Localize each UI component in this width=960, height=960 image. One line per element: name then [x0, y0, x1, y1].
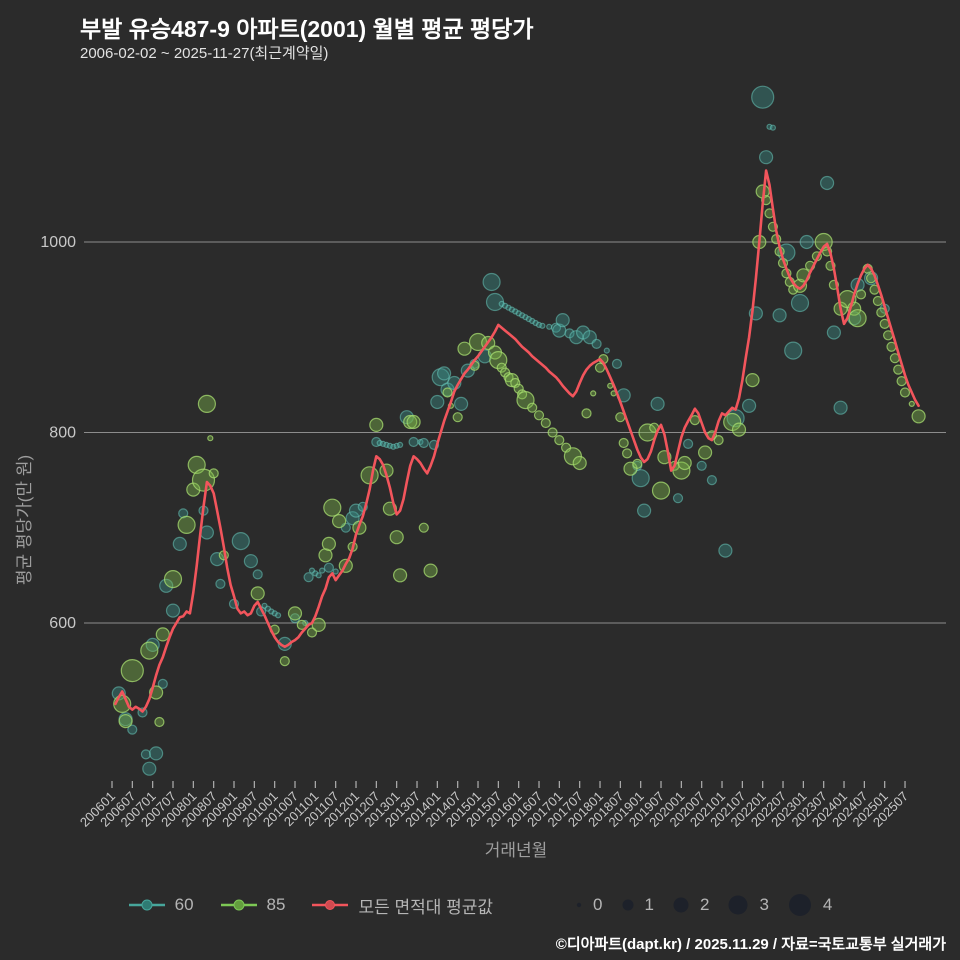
size-dot-4-icon: [788, 894, 811, 916]
legend-item-85: 85: [220, 895, 286, 915]
legend: 60 85 모든 면적대 평균값 0 1 2 3: [0, 892, 960, 918]
size-legend: 0 1 2 3 4: [575, 892, 832, 918]
teal-line-marker-icon: [128, 899, 165, 911]
legend-item-60: 60: [128, 895, 194, 915]
svg-text:600: 600: [49, 615, 76, 632]
size-label-4: 4: [822, 895, 833, 914]
svg-text:800: 800: [49, 424, 76, 441]
size-dot-0-icon: [576, 902, 582, 908]
size-label-2: 2: [699, 895, 710, 914]
legend-label-average: 모든 면적대 평균값: [358, 897, 494, 917]
size-item-4: 4: [787, 892, 832, 918]
average-line: [114, 169, 920, 713]
legend-item-average: 모든 면적대 평균값: [311, 893, 493, 918]
page-title: 부발 유승487-9 아파트(2001) 월별 평균 평당가: [80, 16, 534, 42]
green-line-marker-icon: [220, 899, 257, 911]
credit-line: ©디아파트(dapt.kr) / 2025.11.29 / 자료=국토교통부 실…: [555, 936, 946, 953]
red-line-marker-icon: [312, 900, 349, 910]
size-label-3: 3: [759, 895, 769, 914]
size-label-1: 1: [644, 895, 654, 914]
axis-ticks: 2006012006072007012007072008012008072009…: [77, 781, 911, 830]
size-item-0: 0: [575, 895, 603, 915]
y-axis-title: 평균 평당가(만 원): [15, 455, 34, 585]
size-item-2: 2: [672, 895, 709, 915]
size-dot-1-icon: [622, 899, 633, 911]
legend-label-85: 85: [266, 895, 286, 914]
gridlines: 600 800 1000: [40, 234, 946, 632]
bubble-series: [111, 85, 926, 776]
size-item-1: 1: [621, 895, 654, 915]
legend-label-60: 60: [174, 895, 194, 914]
size-dot-2-icon: [673, 897, 689, 913]
svg-text:1000: 1000: [40, 234, 76, 251]
x-axis-title: 거래년월: [485, 841, 548, 860]
page-subtitle: 2006-02-02 ~ 2025-11-27(최근계약일): [80, 45, 329, 62]
size-dot-3-icon: [728, 895, 748, 915]
size-label-0: 0: [593, 895, 603, 914]
size-item-3: 3: [727, 894, 769, 916]
